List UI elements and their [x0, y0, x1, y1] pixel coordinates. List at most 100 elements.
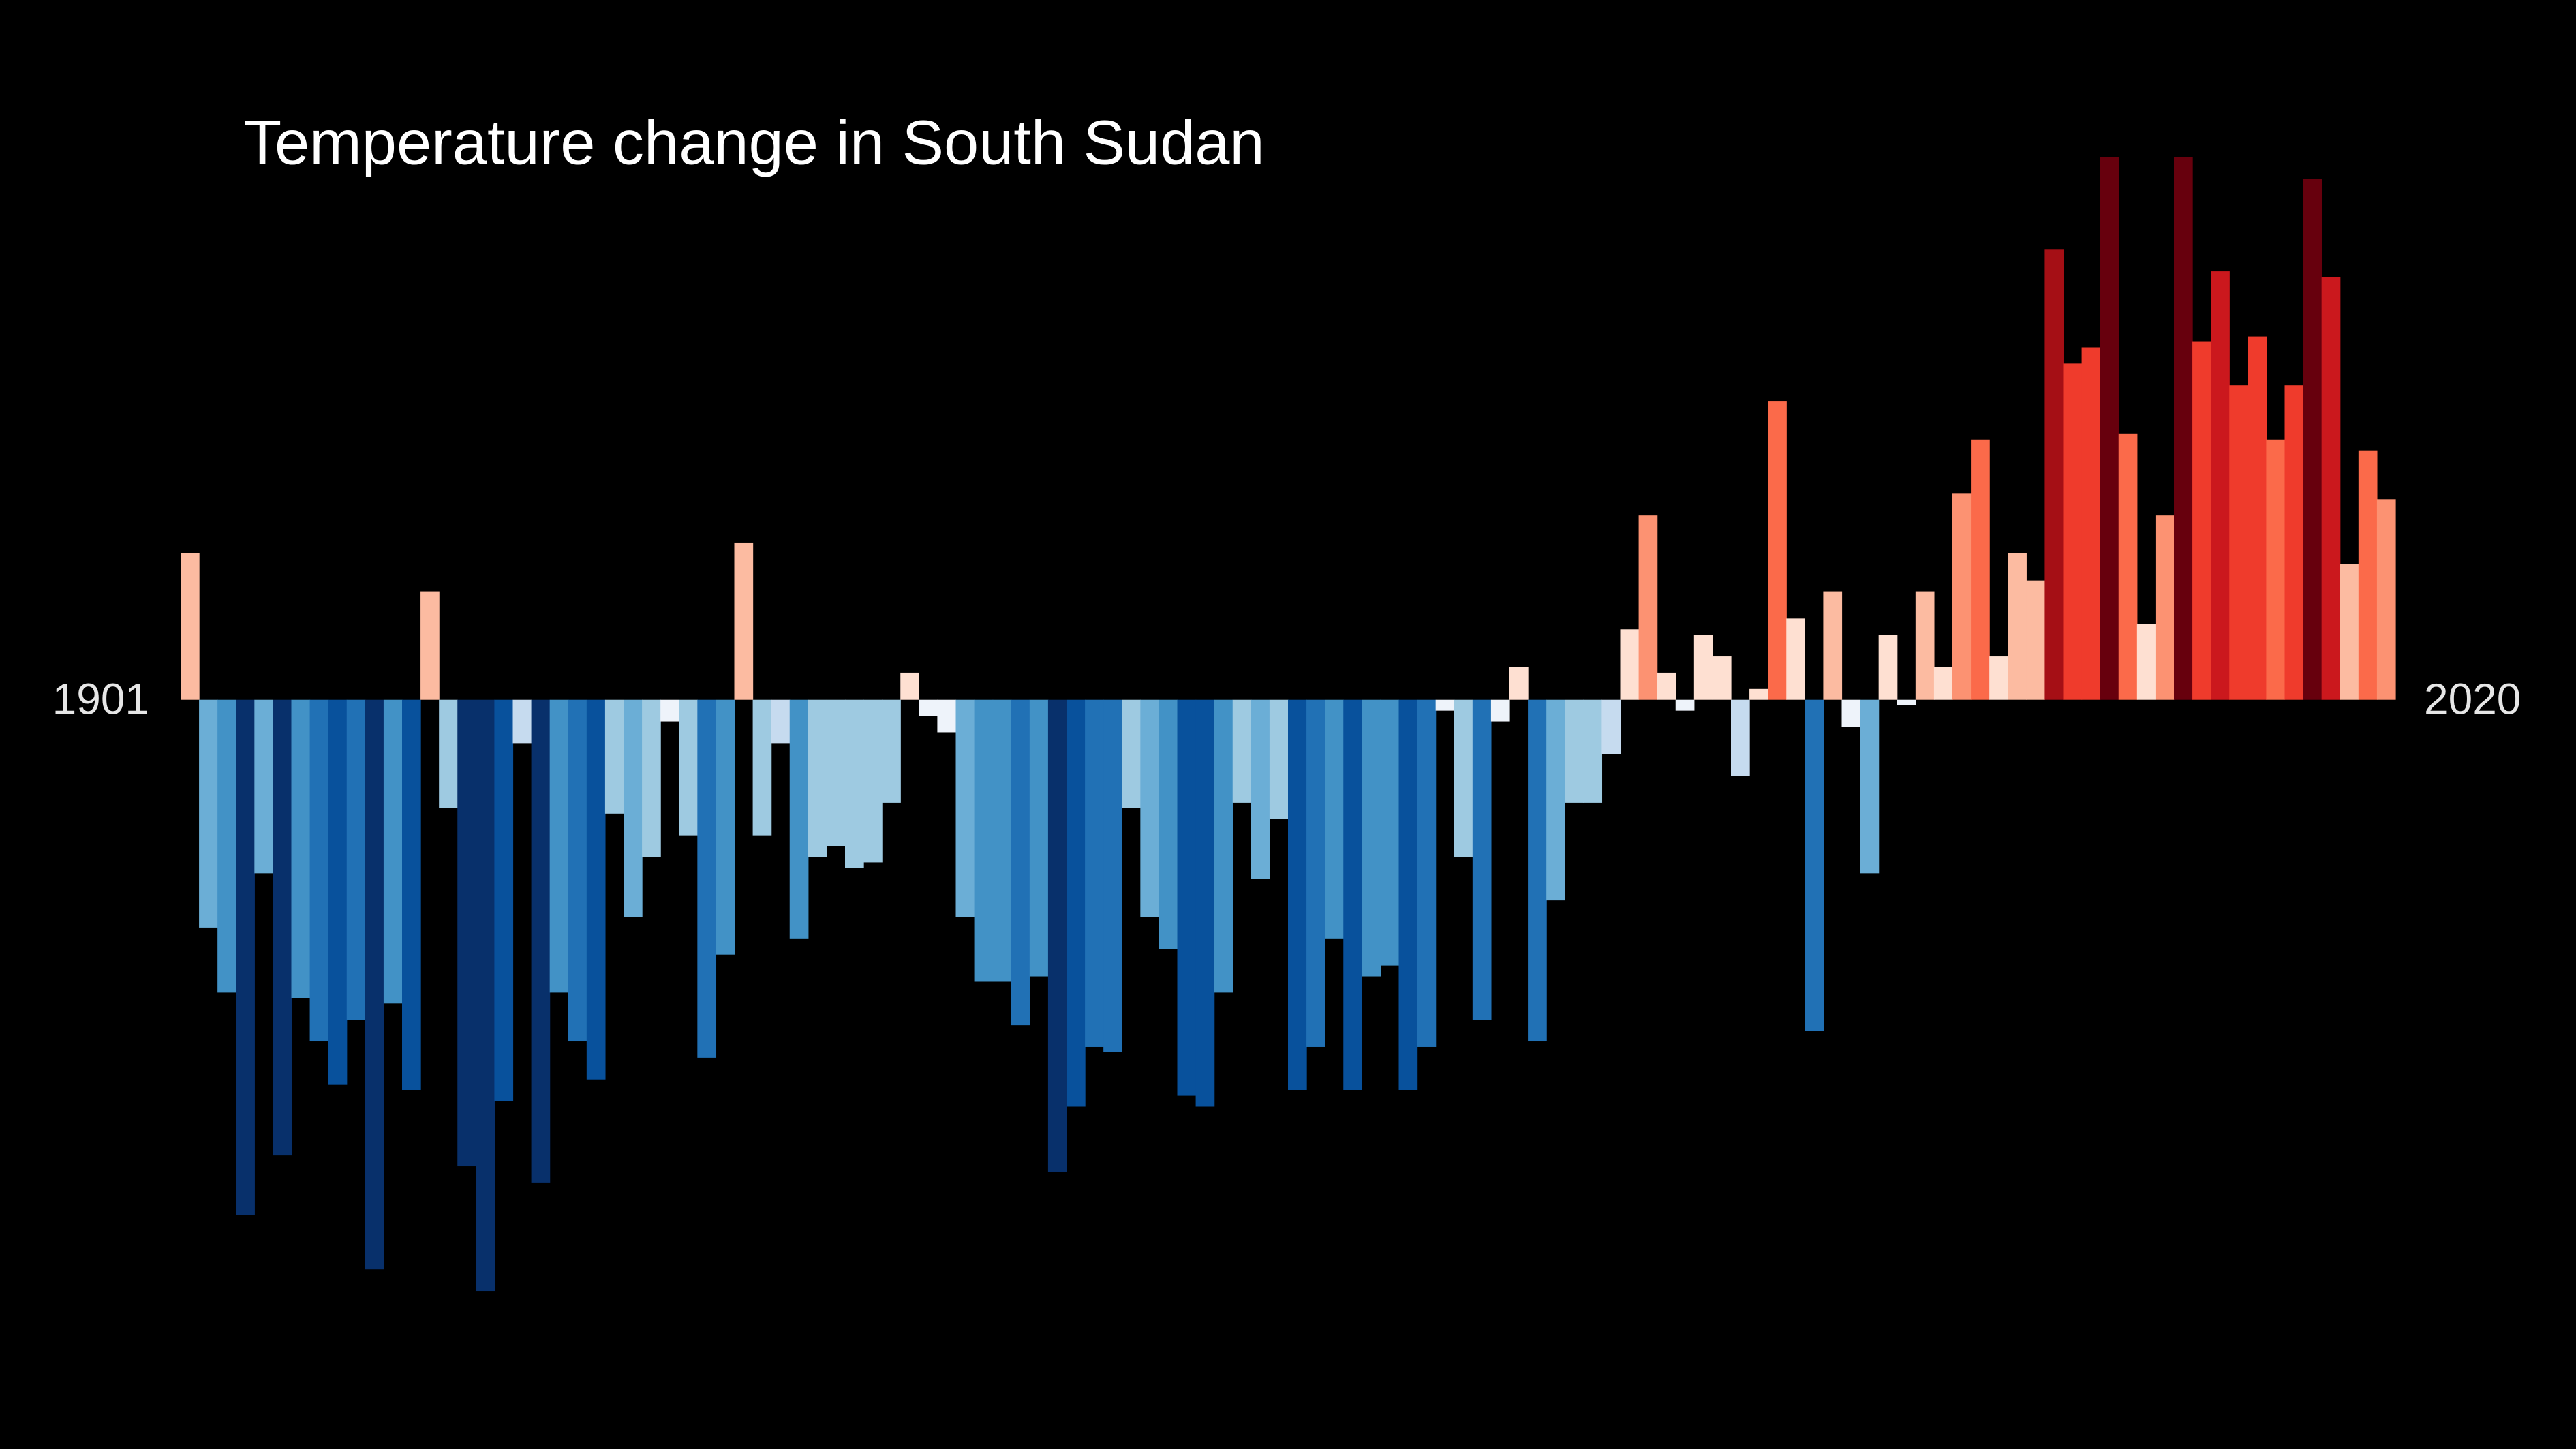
bar	[660, 699, 679, 722]
bar	[181, 553, 200, 700]
bar	[346, 699, 366, 1020]
bar	[642, 699, 661, 857]
bar	[2100, 157, 2119, 700]
bar	[1601, 699, 1621, 754]
bar	[328, 699, 348, 1085]
bar	[531, 699, 551, 1183]
bar	[1398, 699, 1418, 1090]
bar	[1472, 699, 1492, 1020]
bar	[1232, 699, 1252, 803]
bar	[1122, 699, 1141, 808]
bar	[826, 699, 846, 846]
bar	[2376, 499, 2396, 700]
bar	[549, 699, 569, 993]
bar	[697, 699, 717, 1058]
bar	[1288, 699, 1307, 1090]
bar	[2266, 439, 2286, 700]
bar	[1528, 699, 1547, 1042]
bar	[365, 699, 384, 1270]
bar	[1362, 699, 1381, 977]
bar	[2026, 580, 2046, 700]
bar	[217, 699, 236, 993]
bar	[974, 699, 994, 982]
bar	[236, 699, 255, 1215]
bar	[2174, 157, 2193, 700]
bar	[420, 591, 440, 700]
bar	[2248, 336, 2267, 700]
bar	[2063, 363, 2083, 700]
bar	[586, 699, 606, 1080]
bar	[1306, 699, 1325, 1047]
bar	[1583, 699, 1603, 803]
bar	[1952, 493, 1972, 700]
bar	[309, 699, 329, 1042]
x-tick-label: 2020	[2424, 675, 2521, 724]
bar	[1933, 667, 1953, 700]
bar	[1140, 699, 1160, 917]
bar	[1435, 699, 1455, 711]
bar	[1325, 699, 1344, 939]
bar	[1085, 699, 1104, 1047]
bar	[1177, 699, 1197, 1096]
bar	[1490, 699, 1510, 722]
bar	[494, 699, 514, 1101]
bar	[1897, 699, 1916, 705]
bar	[2340, 564, 2359, 700]
bar	[1159, 699, 1178, 949]
bar	[1693, 635, 1713, 700]
bar	[1565, 699, 1584, 803]
bar	[1620, 629, 1640, 700]
bar	[199, 699, 218, 928]
bar	[2118, 433, 2138, 700]
bar	[1823, 591, 1843, 700]
bar	[1195, 699, 1215, 1107]
bar	[1380, 699, 1400, 966]
bar	[1675, 699, 1695, 711]
bar	[716, 699, 735, 955]
bar	[2192, 341, 2211, 700]
bar	[1749, 688, 1768, 700]
bar	[273, 699, 292, 1156]
bar	[1546, 699, 1565, 901]
bar	[679, 699, 698, 836]
bar	[1731, 699, 1750, 776]
bar	[734, 542, 754, 700]
bar	[1989, 656, 2008, 700]
bar	[1509, 667, 1529, 700]
bar	[2081, 347, 2101, 700]
bar	[1103, 699, 1122, 1052]
bar	[789, 699, 809, 939]
bar	[568, 699, 587, 1042]
bar	[604, 699, 624, 814]
bar	[1786, 618, 1805, 700]
bar	[1860, 699, 1880, 874]
bar	[291, 699, 311, 998]
bar	[919, 699, 938, 716]
bar	[900, 672, 919, 700]
bar	[2044, 249, 2064, 700]
bar	[955, 699, 975, 917]
bar	[476, 699, 495, 1292]
bar	[2211, 271, 2230, 700]
bar	[1768, 401, 1787, 700]
bar	[2008, 553, 2027, 700]
bar	[992, 699, 1012, 982]
bar	[1214, 699, 1233, 993]
bar	[771, 699, 791, 744]
bar	[863, 699, 883, 863]
bar	[752, 699, 772, 836]
bar	[1971, 439, 1990, 700]
bar	[2303, 179, 2322, 700]
bar	[2136, 624, 2156, 700]
bar	[254, 699, 274, 874]
bar	[1029, 699, 1049, 977]
bar	[1251, 699, 1270, 879]
bar	[1878, 635, 1898, 700]
bar	[1657, 672, 1676, 700]
bar	[1805, 699, 1824, 1031]
bar	[2155, 515, 2175, 700]
bar	[1841, 699, 1861, 727]
x-tick-label: 1901	[52, 675, 149, 724]
bar	[1454, 699, 1473, 857]
